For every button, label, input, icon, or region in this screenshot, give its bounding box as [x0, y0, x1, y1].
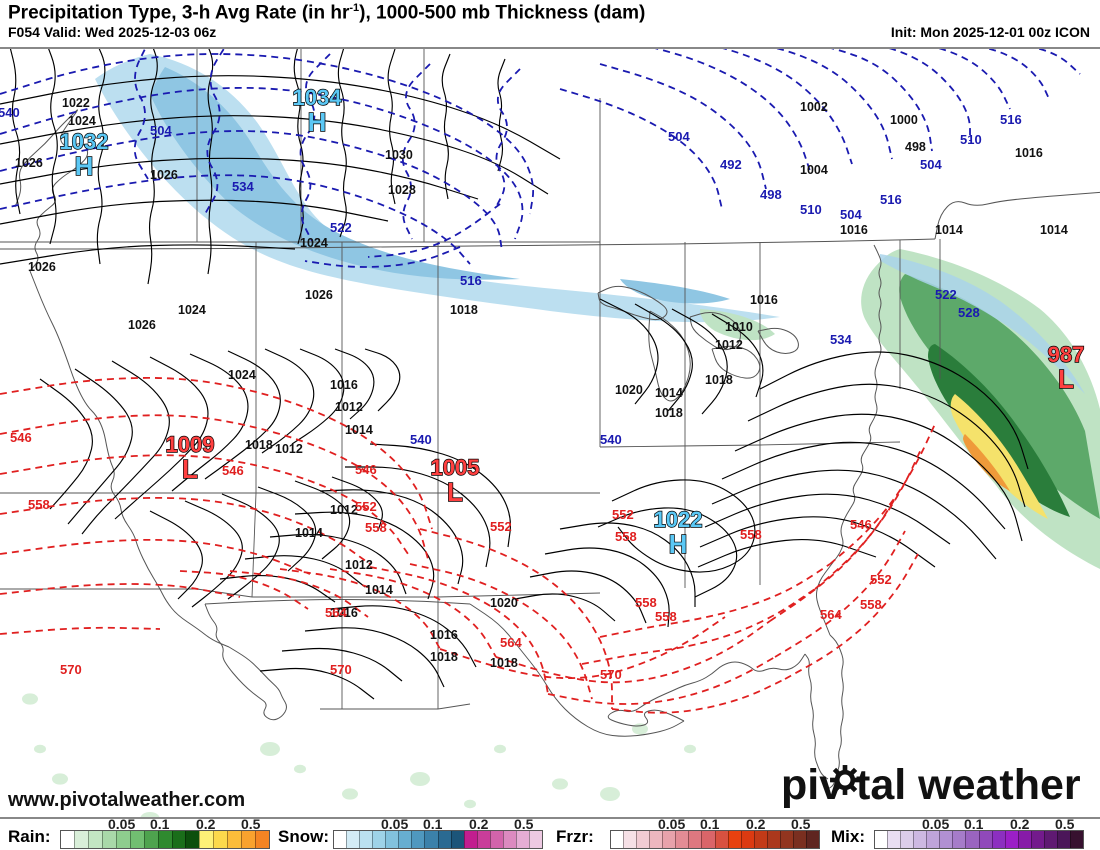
svg-text:1016: 1016: [750, 293, 778, 307]
svg-text:www.pivotalweather.com: www.pivotalweather.com: [7, 789, 245, 811]
svg-text:1026: 1026: [150, 168, 178, 182]
svg-text:504: 504: [150, 123, 172, 138]
svg-text:1030: 1030: [385, 148, 413, 162]
svg-text:558: 558: [635, 595, 657, 610]
svg-text:522: 522: [330, 220, 352, 235]
svg-text:1024: 1024: [228, 368, 256, 382]
svg-text:tal weather: tal weather: [856, 761, 1081, 809]
svg-text:1018: 1018: [705, 373, 733, 387]
svg-text:570: 570: [60, 662, 82, 677]
svg-text:1014: 1014: [345, 423, 373, 437]
svg-text:L: L: [1058, 364, 1074, 394]
svg-text:1020: 1020: [490, 596, 518, 610]
svg-text:546: 546: [850, 517, 872, 532]
svg-text:546: 546: [10, 430, 32, 445]
svg-text:528: 528: [958, 305, 980, 320]
svg-text:1014: 1014: [1040, 223, 1068, 237]
svg-text:558: 558: [615, 529, 637, 544]
svg-text:552: 552: [490, 519, 512, 534]
svg-text:piv: piv: [781, 761, 843, 809]
svg-text:510: 510: [960, 132, 982, 147]
svg-text:540: 540: [0, 105, 20, 120]
svg-text:546: 546: [355, 462, 377, 477]
svg-text:546: 546: [222, 463, 244, 478]
svg-text:1016: 1016: [430, 628, 458, 642]
svg-text:558: 558: [740, 527, 762, 542]
svg-text:552: 552: [355, 499, 377, 514]
svg-text:1018: 1018: [655, 406, 683, 420]
svg-text:L: L: [447, 477, 463, 507]
svg-text:1014: 1014: [365, 583, 393, 597]
svg-text:558: 558: [365, 520, 387, 535]
svg-text:522: 522: [935, 287, 957, 302]
svg-text:564: 564: [500, 635, 522, 650]
svg-text:492: 492: [720, 157, 742, 172]
svg-text:504: 504: [920, 157, 942, 172]
svg-text:1024: 1024: [178, 303, 206, 317]
svg-text:1018: 1018: [490, 656, 518, 670]
svg-text:516: 516: [880, 192, 902, 207]
svg-text:498: 498: [905, 140, 926, 154]
svg-text:H: H: [308, 107, 327, 137]
svg-text:570: 570: [330, 662, 352, 677]
svg-text:1028: 1028: [388, 183, 416, 197]
svg-text:L: L: [182, 454, 198, 484]
svg-text:1012: 1012: [275, 442, 303, 456]
svg-text:1012: 1012: [715, 338, 743, 352]
svg-text:540: 540: [600, 432, 622, 447]
svg-text:1010: 1010: [725, 320, 753, 334]
svg-text:510: 510: [800, 202, 822, 217]
svg-text:1016: 1016: [330, 378, 358, 392]
svg-text:564: 564: [325, 605, 347, 620]
svg-text:1014: 1014: [655, 386, 683, 400]
svg-text:1022: 1022: [62, 96, 90, 110]
svg-text:564: 564: [820, 607, 842, 622]
svg-text:516: 516: [460, 273, 482, 288]
svg-text:570: 570: [600, 667, 622, 682]
svg-text:H: H: [75, 151, 94, 181]
svg-text:558: 558: [860, 597, 882, 612]
svg-text:1016: 1016: [1015, 146, 1043, 160]
svg-text:540: 540: [410, 432, 432, 447]
svg-text:H: H: [669, 529, 688, 559]
svg-text:534: 534: [830, 332, 852, 347]
svg-text:1002: 1002: [800, 100, 828, 114]
svg-text:1018: 1018: [450, 303, 478, 317]
svg-text:1026: 1026: [15, 156, 43, 170]
svg-text:1026: 1026: [28, 260, 56, 274]
svg-text:1020: 1020: [615, 383, 643, 397]
svg-text:1016: 1016: [840, 223, 868, 237]
svg-text:1000: 1000: [890, 113, 918, 127]
svg-text:1018: 1018: [245, 438, 273, 452]
svg-text:1026: 1026: [128, 318, 156, 332]
svg-text:558: 558: [28, 497, 50, 512]
svg-text:1024: 1024: [300, 236, 328, 250]
svg-text:552: 552: [612, 507, 634, 522]
svg-text:498: 498: [760, 187, 782, 202]
svg-text:1014: 1014: [295, 526, 323, 540]
svg-text:1014: 1014: [935, 223, 963, 237]
svg-text:1012: 1012: [335, 400, 363, 414]
svg-text:516: 516: [1000, 112, 1022, 127]
svg-text:552: 552: [870, 572, 892, 587]
svg-text:1026: 1026: [305, 288, 333, 302]
svg-text:1024: 1024: [68, 114, 96, 128]
svg-text:504: 504: [668, 129, 690, 144]
svg-text:504: 504: [840, 207, 862, 222]
svg-text:1012: 1012: [330, 503, 358, 517]
svg-text:534: 534: [232, 179, 254, 194]
svg-text:558: 558: [655, 609, 677, 624]
svg-text:1018: 1018: [430, 650, 458, 664]
svg-text:1012: 1012: [345, 558, 373, 572]
svg-text:1004: 1004: [800, 163, 828, 177]
